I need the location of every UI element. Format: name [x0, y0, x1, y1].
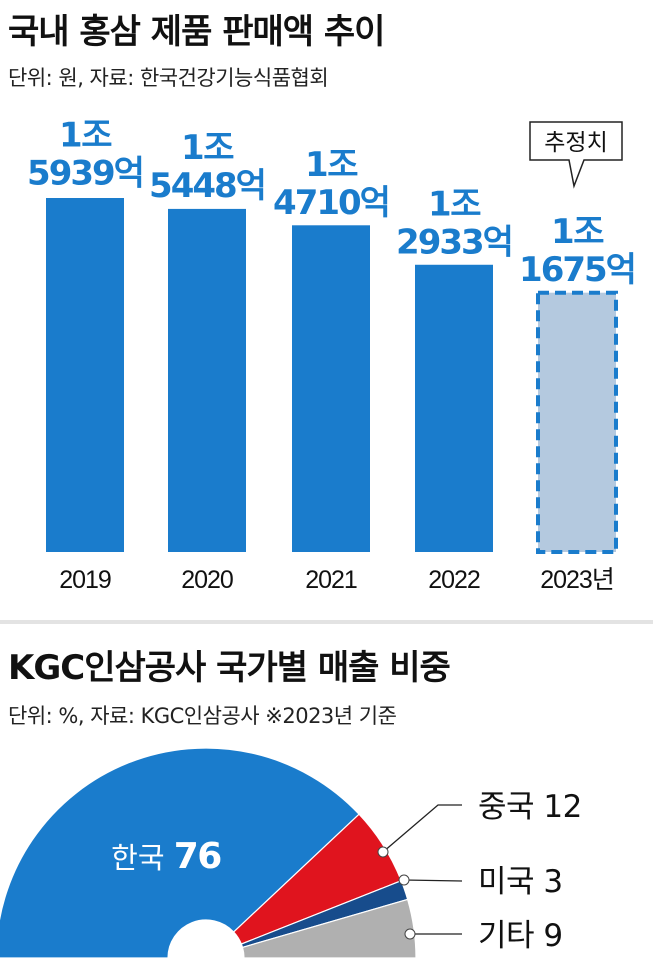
- bar: [292, 225, 370, 552]
- pie-slice: [241, 898, 417, 958]
- bar: [415, 264, 493, 552]
- bar-value-label-line2: 1675억: [519, 250, 635, 290]
- pie-slice-label: 미국 3: [478, 864, 563, 900]
- pie-chart: 한국 76 중국 12 미국 3 기타 9: [0, 747, 582, 958]
- leader-dot: [398, 874, 410, 886]
- bar-value-label-line2: 4710억: [273, 183, 389, 223]
- bar-value-label-line2: 2933억: [396, 222, 512, 262]
- section-divider: [0, 620, 653, 624]
- leader-dot: [404, 928, 416, 940]
- x-tick-label: 2021: [305, 566, 357, 594]
- bar-chart-panel: 1조 5939억 2019 1조 5448억 2020 1조 4710억 2021 1조 2933억…: [8, 12, 637, 594]
- callout-text: 추정치: [544, 130, 607, 156]
- bar-chart-title: 국내 홍삼 제품 판매액 추이: [8, 12, 385, 52]
- leader-dot: [377, 846, 389, 858]
- leader-line: [382, 804, 462, 853]
- bar-estimate: [536, 290, 618, 554]
- x-tick-label: 2022: [428, 566, 480, 594]
- bar-value-label-line1: 1조: [305, 145, 358, 185]
- callout-box: [529, 121, 623, 189]
- bar-value-label-line1: 1조: [551, 212, 604, 252]
- pie-chart-title: KGC인삼공사 국가별 매출 비중: [8, 648, 451, 688]
- bar-value-label-line2: 5448억: [149, 166, 265, 206]
- pie-chart-subtitle: 단위: %, 자료: KGC인삼공사 ※2023년 기준: [8, 704, 397, 728]
- bar: [168, 208, 246, 552]
- x-tick-label: 2019: [59, 566, 111, 594]
- pie-slice-label: 중국 12: [478, 789, 582, 825]
- estimate-callout: 추정치: [529, 121, 623, 189]
- bar-value-label-line1: 1조: [59, 116, 112, 156]
- bar-value-label-line2: 5939억: [27, 154, 143, 194]
- bar: [46, 198, 124, 552]
- pie-slice-label: 한국 76: [111, 836, 221, 877]
- x-tick-label: 2020: [181, 566, 233, 594]
- bar-chart-subtitle: 단위: 원, 자료: 한국건강기능식품협회: [8, 66, 329, 90]
- bar-value-label-line1: 1조: [181, 128, 234, 168]
- bar-chart: 1조5939억20191조5448억20201조4710억20211조2933억…: [27, 116, 637, 594]
- x-tick-label: 2023년: [540, 566, 614, 594]
- leader-line: [403, 879, 463, 882]
- pie-slice-label: 기타 9: [478, 918, 563, 954]
- bar-value-label-line1: 1조: [428, 184, 481, 224]
- pie-slice: [0, 747, 360, 958]
- pie-chart-panel: 한국 76 중국 12 미국 3 기타 9 KGC인삼공사 국가별 매출 비중 단위:…: [0, 624, 653, 958]
